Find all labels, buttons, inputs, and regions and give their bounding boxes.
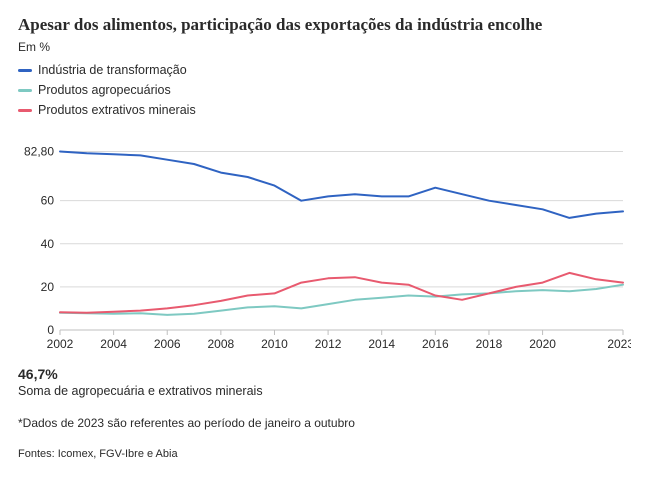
legend-label: Indústria de transformação	[38, 60, 187, 80]
legend-item: Produtos extrativos minerais	[18, 100, 631, 120]
svg-text:20: 20	[41, 280, 55, 294]
line-chart: 0 20 40 60 82,80 2002 2004 2006 2008 2010 2012 2014…	[18, 126, 631, 356]
figure: Apesar dos alimentos, participação das e…	[0, 0, 649, 504]
svg-text:0: 0	[47, 323, 54, 337]
footnote: *Dados de 2023 são referentes ao período…	[18, 416, 631, 430]
legend-item: Indústria de transformação	[18, 60, 631, 80]
svg-text:40: 40	[41, 237, 55, 251]
svg-text:2016: 2016	[422, 337, 449, 351]
chart-title: Apesar dos alimentos, participação das e…	[18, 14, 631, 36]
svg-text:2020: 2020	[529, 337, 556, 351]
chart-subtitle: Em %	[18, 40, 631, 54]
legend-swatch	[18, 109, 32, 112]
callout-value: 46,7%	[18, 366, 631, 382]
legend-item: Produtos agropecuários	[18, 80, 631, 100]
svg-text:2014: 2014	[368, 337, 395, 351]
legend: Indústria de transformação Produtos agro…	[18, 60, 631, 120]
svg-text:2006: 2006	[154, 337, 181, 351]
chart-svg: 0 20 40 60 82,80 2002 2004 2006 2008 2010 2012 2014…	[18, 126, 631, 356]
svg-text:60: 60	[41, 194, 55, 208]
svg-text:2023*: 2023*	[607, 337, 631, 351]
svg-text:2008: 2008	[208, 337, 235, 351]
svg-text:2018: 2018	[476, 337, 503, 351]
svg-text:2012: 2012	[315, 337, 342, 351]
svg-text:2002: 2002	[47, 337, 74, 351]
legend-label: Produtos agropecuários	[38, 80, 171, 100]
svg-text:82,80: 82,80	[24, 145, 54, 159]
legend-swatch	[18, 69, 32, 72]
svg-text:2004: 2004	[100, 337, 127, 351]
source-line: Fontes: Icomex, FGV-Ibre e Abia	[18, 448, 631, 460]
legend-swatch	[18, 89, 32, 92]
legend-label: Produtos extrativos minerais	[38, 100, 196, 120]
callout-label: Soma de agropecuária e extrativos minera…	[18, 384, 631, 398]
svg-text:2010: 2010	[261, 337, 288, 351]
